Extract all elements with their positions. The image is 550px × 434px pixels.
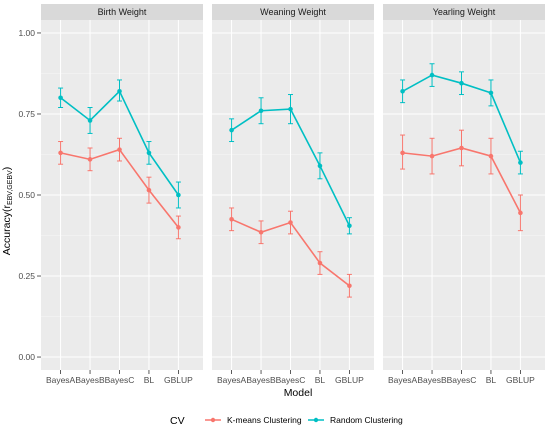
facet-strip <box>383 4 545 20</box>
x-tick-label: BayesC <box>276 375 306 385</box>
facet-strip <box>41 4 203 20</box>
series-kmeans <box>229 207 352 298</box>
x-tick-label: BayesC <box>105 375 135 385</box>
data-point <box>229 127 234 133</box>
data-point <box>146 150 152 156</box>
x-tick-label: BayesA <box>217 375 247 385</box>
data-point <box>288 220 293 225</box>
data-point <box>317 163 323 169</box>
data-point <box>518 210 523 216</box>
y-tick-label: 1.00 <box>18 28 35 38</box>
data-point <box>117 88 122 94</box>
y-tick-label: 0.75 <box>18 109 35 119</box>
x-tick-label: BayesB <box>417 375 447 385</box>
facet-panel-birth-weight: Birth Weight BayesA BayesB BayesC BL GBLUP <box>41 4 203 385</box>
legend: CV K-means Clustering Random Clustering <box>170 415 403 427</box>
data-point <box>488 90 494 96</box>
data-point <box>347 283 352 289</box>
data-point <box>518 160 523 165</box>
data-point <box>229 217 234 222</box>
legend-key-point <box>313 417 319 423</box>
x-axis-title: Model <box>284 387 313 399</box>
data-point <box>429 153 435 159</box>
x-tick-label: BayesA <box>46 375 76 385</box>
y-axis-title-subscript: EBV,GEBV <box>7 170 14 205</box>
data-point <box>347 223 352 229</box>
data-point <box>317 260 323 266</box>
y-tick-label: 0.25 <box>18 271 35 281</box>
data-point <box>87 157 93 162</box>
data-point <box>288 106 293 112</box>
data-point <box>176 192 181 198</box>
x-tick-label: BayesB <box>75 375 105 385</box>
x-tick-label: GBLUP <box>164 375 193 385</box>
series-random <box>58 79 181 209</box>
data-point <box>258 108 264 114</box>
x-tick-label: BL <box>486 375 497 385</box>
data-point <box>87 118 93 123</box>
x-tick-label: BayesA <box>388 375 418 385</box>
series-kmeans <box>400 129 523 232</box>
facet-title: Birth Weight <box>98 7 147 17</box>
y-axis-title-main: Accuracy(r <box>1 205 13 256</box>
x-tick-label: GBLUP <box>335 375 364 385</box>
x-tick-label: BayesC <box>447 375 477 385</box>
legend-entry-kmeans: K-means Clustering <box>205 415 302 425</box>
facet-panel-weaning-weight: Weaning Weight BayesA BayesB BayesC BL GBLUP <box>212 4 374 385</box>
data-point <box>258 229 264 235</box>
series-random <box>229 94 352 235</box>
facet-title: Yearling Weight <box>433 7 496 17</box>
x-tick-label: BayesB <box>246 375 276 385</box>
data-point <box>459 80 464 86</box>
series-kmeans <box>58 137 181 240</box>
facet-panel-yearling-weight: Yearling Weight BayesA BayesB BayesC BL GBLUP <box>383 4 545 385</box>
series-random <box>400 63 523 175</box>
y-tick-label: 0.50 <box>18 190 35 200</box>
data-point <box>459 145 464 151</box>
y-tick-label: 0.00 <box>18 352 35 362</box>
legend-entry-random: Random Clustering <box>308 415 403 425</box>
data-point <box>400 150 405 156</box>
x-tick-label: BL <box>315 375 326 385</box>
y-axis-title: Accuracy(rEBV,GEBV) <box>1 167 14 255</box>
data-point <box>488 153 494 159</box>
legend-title: CV <box>170 415 185 427</box>
y-axis-title-close: ) <box>1 167 13 171</box>
facet-title: Weaning Weight <box>260 7 326 17</box>
data-point <box>146 187 152 193</box>
legend-key-point <box>210 417 216 423</box>
data-point <box>429 72 435 78</box>
y-axis: 0.00 0.25 0.50 0.75 1.00 <box>18 28 41 362</box>
data-point <box>58 150 63 156</box>
legend-label-random: Random Clustering <box>330 415 403 425</box>
facet-strip <box>212 4 374 20</box>
x-tick-label: BL <box>144 375 155 385</box>
data-point <box>58 95 63 101</box>
data-point <box>117 147 122 152</box>
data-point <box>176 225 181 230</box>
legend-label-kmeans: K-means Clustering <box>227 415 302 425</box>
data-point <box>400 88 405 94</box>
x-tick-label: GBLUP <box>506 375 535 385</box>
